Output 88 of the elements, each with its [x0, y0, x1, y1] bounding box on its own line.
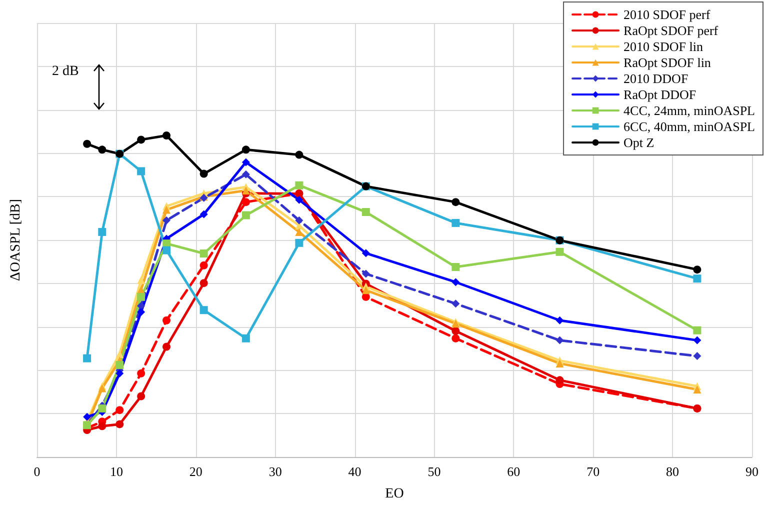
x-tick-label: 40 — [348, 464, 362, 479]
point — [137, 302, 146, 310]
point — [452, 218, 460, 227]
point — [295, 181, 304, 190]
legend-label: 2010 DDOF — [624, 71, 688, 86]
point — [98, 422, 106, 430]
point — [83, 412, 92, 421]
point — [295, 196, 304, 204]
point — [242, 211, 250, 220]
x-tick-label: 80 — [666, 464, 680, 479]
x-tick-label: 90 — [746, 464, 758, 479]
point — [137, 292, 146, 301]
point — [137, 167, 146, 176]
point — [162, 316, 170, 324]
point — [116, 406, 124, 414]
point — [242, 334, 250, 342]
point — [556, 336, 564, 344]
point — [137, 369, 146, 378]
point — [693, 326, 702, 334]
point — [452, 300, 460, 308]
legend-label: 2010 SDOF perf — [624, 7, 711, 22]
point — [295, 238, 304, 247]
point — [137, 136, 146, 144]
point — [98, 228, 106, 236]
point — [295, 216, 304, 224]
legend-label: 2010 SDOF lin — [624, 39, 704, 54]
point — [242, 186, 250, 194]
point — [83, 354, 92, 362]
point — [242, 146, 250, 154]
point — [162, 132, 170, 140]
legend-label: 4CC, 24mm, minOASPL — [624, 103, 756, 118]
point — [83, 140, 92, 148]
x-tick-label: 20 — [189, 464, 202, 479]
y-axis-title: ΔOASPL [dB] — [8, 199, 24, 281]
point — [116, 369, 124, 378]
legend-label: RaOpt SDOF lin — [624, 55, 712, 70]
point — [556, 316, 564, 324]
point — [362, 286, 370, 294]
point — [556, 248, 564, 256]
point — [362, 270, 370, 278]
point — [452, 326, 460, 335]
point — [116, 350, 124, 358]
point — [242, 170, 250, 178]
point — [137, 276, 146, 284]
point — [98, 404, 106, 412]
legend-label: Opt Z — [624, 135, 654, 150]
point — [200, 210, 208, 218]
point — [693, 336, 702, 344]
x-tick-label: 10 — [110, 464, 123, 479]
point — [693, 266, 702, 274]
point — [200, 306, 208, 314]
x-tick-label: 0 — [34, 464, 40, 479]
point — [162, 342, 170, 351]
point — [137, 308, 146, 316]
point — [693, 274, 702, 283]
point — [137, 392, 146, 400]
point — [452, 263, 460, 272]
x-tick-label: 50 — [428, 464, 441, 479]
point — [200, 261, 208, 270]
point — [693, 352, 702, 360]
point — [98, 146, 106, 154]
point — [242, 158, 250, 166]
point — [556, 359, 564, 368]
legend-label: 6CC, 40mm, minOASPL — [624, 119, 756, 134]
x-tick-label: 60 — [507, 464, 520, 479]
point — [452, 198, 460, 206]
point — [116, 361, 124, 370]
point — [242, 198, 250, 206]
legend-label: RaOpt SDOF perf — [624, 23, 719, 38]
point — [200, 279, 208, 288]
point — [162, 246, 170, 254]
point — [556, 376, 564, 384]
point — [693, 385, 702, 394]
point — [200, 170, 208, 178]
point — [362, 249, 370, 258]
point — [116, 420, 124, 428]
point — [162, 206, 170, 214]
x-axis-title: EO — [385, 486, 404, 502]
point — [200, 250, 208, 258]
point — [295, 150, 304, 159]
point — [162, 216, 170, 224]
text: 2 dB — [52, 64, 79, 80]
x-tick-label: 30 — [268, 464, 282, 479]
point — [362, 208, 370, 216]
point — [452, 278, 460, 286]
legend-label: RaOpt DDOF — [624, 87, 696, 102]
point — [452, 334, 460, 342]
x-tick-label: 70 — [586, 464, 600, 479]
